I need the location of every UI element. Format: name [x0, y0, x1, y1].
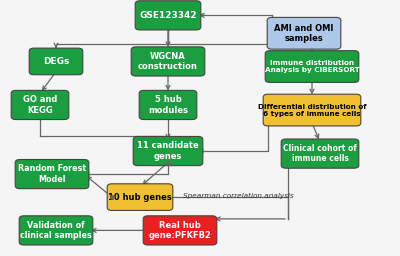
Text: Immune distribution
Analysis by CIBERSORT: Immune distribution Analysis by CIBERSOR…	[265, 60, 359, 73]
FancyBboxPatch shape	[265, 51, 359, 82]
FancyBboxPatch shape	[131, 47, 205, 76]
FancyBboxPatch shape	[11, 90, 69, 120]
Text: WGCNA
construction: WGCNA construction	[138, 52, 198, 71]
Text: Differential distribution of
6 types of immune cells: Differential distribution of 6 types of …	[258, 104, 366, 116]
FancyBboxPatch shape	[281, 139, 359, 168]
FancyBboxPatch shape	[139, 90, 197, 120]
FancyBboxPatch shape	[143, 216, 217, 245]
Text: 11 candidate
genes: 11 candidate genes	[137, 141, 199, 161]
FancyBboxPatch shape	[19, 216, 93, 245]
FancyBboxPatch shape	[107, 184, 173, 210]
FancyBboxPatch shape	[15, 159, 89, 189]
Text: 5 hub
modules: 5 hub modules	[148, 95, 188, 115]
Text: AMI and OMI
samples: AMI and OMI samples	[274, 24, 334, 43]
Text: Random Forest
Model: Random Forest Model	[18, 164, 86, 184]
Text: 10 hub genes: 10 hub genes	[108, 193, 172, 202]
Text: Validation of
clinical samples: Validation of clinical samples	[20, 221, 92, 240]
Text: DEGs: DEGs	[43, 57, 69, 66]
FancyBboxPatch shape	[263, 94, 361, 126]
Text: Spearman correlation analysis: Spearman correlation analysis	[183, 193, 293, 199]
FancyBboxPatch shape	[133, 136, 203, 166]
FancyBboxPatch shape	[135, 1, 201, 30]
Text: GO and
KEGG: GO and KEGG	[23, 95, 57, 115]
Text: Real hub
gene:PFKFB2: Real hub gene:PFKFB2	[148, 221, 212, 240]
FancyBboxPatch shape	[29, 48, 83, 75]
FancyBboxPatch shape	[267, 17, 341, 49]
Text: GSE123342: GSE123342	[139, 11, 197, 20]
Text: Clinical cohort of
immune cells: Clinical cohort of immune cells	[283, 144, 357, 163]
